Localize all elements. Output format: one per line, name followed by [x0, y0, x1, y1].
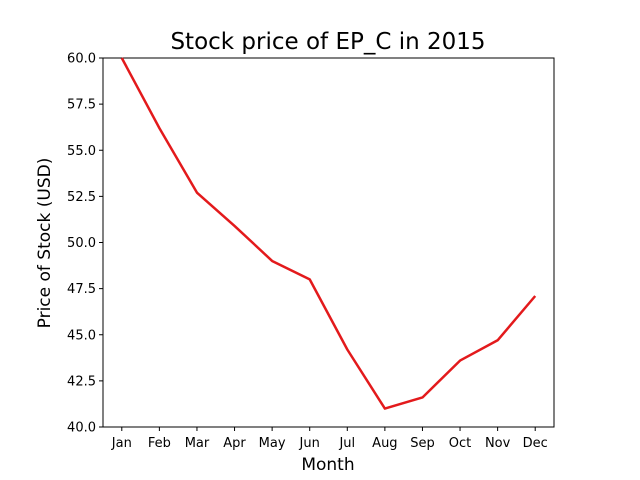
- y-tick-label: 52.5: [67, 190, 96, 205]
- y-tick-label: 42.5: [67, 374, 96, 389]
- x-tick-label: Sep: [410, 436, 435, 451]
- y-tick-label: 40.0: [67, 421, 96, 436]
- x-tick-label: Nov: [485, 436, 511, 451]
- plot-frame: [102, 57, 555, 428]
- series-line: [120, 57, 537, 410]
- x-tick-label: Apr: [223, 436, 246, 451]
- x-tick-label: Dec: [523, 436, 548, 451]
- x-axis-label: Month: [301, 455, 354, 475]
- plot-area: 40.0 42.5 45.0 47.5 50.0 52.5 55.0 57.5 60.0 Jan F…: [67, 52, 555, 451]
- x-tick-label: Mar: [185, 436, 210, 451]
- x-tick-label: Oct: [449, 436, 471, 451]
- y-axis-label: Price of Stock (USD): [35, 158, 55, 329]
- y-tick-label: 47.5: [67, 282, 96, 297]
- y-tick-label: 55.0: [67, 144, 96, 159]
- x-tick-label: Feb: [148, 436, 171, 451]
- chart-title: Stock price of EP_C in 2015: [170, 29, 485, 55]
- y-tick-label: 45.0: [67, 328, 96, 343]
- y-tick-label: 60.0: [67, 52, 96, 67]
- y-tick-label: 57.5: [67, 98, 96, 113]
- y-tick-label: 50.0: [67, 236, 96, 251]
- x-tick-label: May: [259, 436, 286, 451]
- x-tick-label: Jan: [111, 436, 132, 451]
- x-tick-label: Aug: [372, 436, 397, 451]
- x-tick-label: Jul: [338, 436, 355, 451]
- x-tick-label: Jun: [299, 436, 320, 451]
